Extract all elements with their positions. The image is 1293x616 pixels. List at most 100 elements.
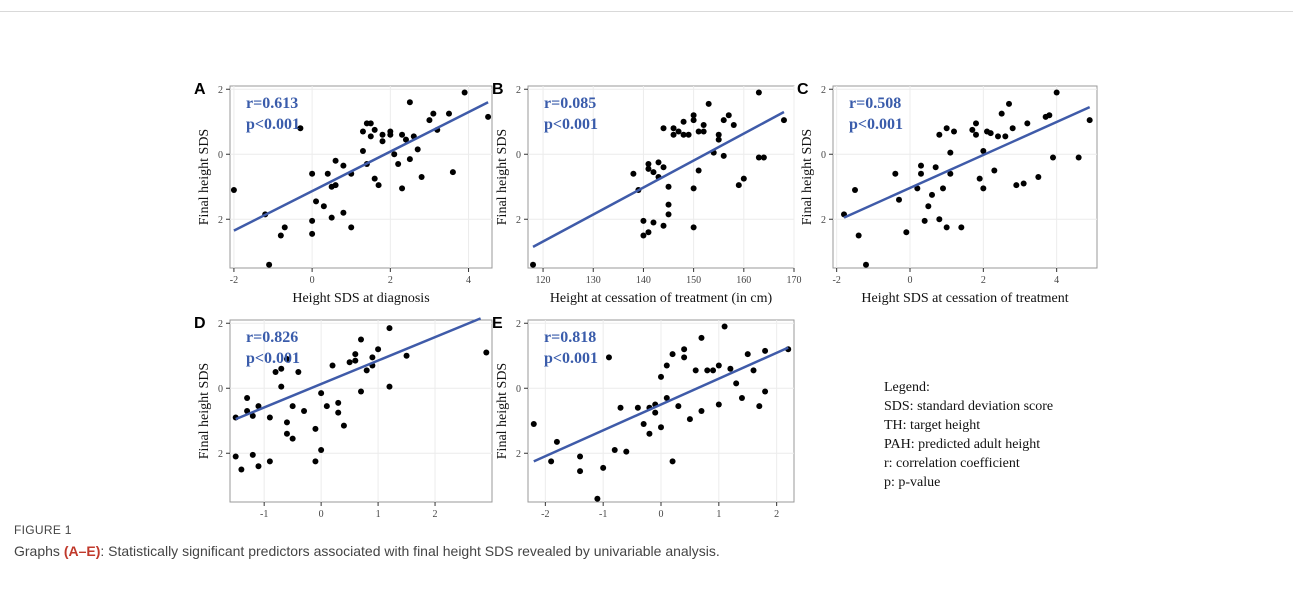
- data-point: [249, 412, 256, 419]
- data-point: [332, 182, 339, 189]
- data-point: [426, 117, 433, 124]
- data-point: [652, 409, 659, 416]
- data-point: [936, 131, 943, 138]
- data-point: [660, 125, 667, 132]
- data-point: [232, 453, 239, 460]
- data-point: [704, 367, 711, 374]
- data-point: [266, 261, 273, 268]
- data-point: [976, 175, 983, 182]
- y-tick-label: 2: [516, 215, 521, 226]
- data-point: [309, 170, 316, 177]
- data-point: [655, 159, 662, 166]
- x-tick-label: 0: [908, 275, 913, 286]
- legend-item-sds: SDS: standard deviation score: [884, 399, 1054, 414]
- data-point: [340, 162, 347, 169]
- data-point: [660, 222, 667, 229]
- data-point: [918, 162, 924, 169]
- data-point: [1035, 174, 1042, 180]
- x-tick-label: 1: [716, 509, 721, 520]
- y-axis-label: Final height SDS: [495, 129, 510, 225]
- data-point: [255, 463, 262, 470]
- data-point: [690, 185, 697, 192]
- data-point: [1009, 125, 1016, 132]
- plot-area-d: [229, 319, 493, 503]
- data-point: [230, 187, 237, 193]
- caption-prefix: Graphs: [14, 543, 64, 559]
- data-point: [387, 128, 394, 135]
- data-point: [991, 167, 998, 174]
- data-point: [367, 133, 374, 140]
- data-point: [1050, 154, 1056, 161]
- data-point: [309, 217, 316, 224]
- data-point: [692, 367, 699, 374]
- data-point: [352, 357, 359, 364]
- data-point: [663, 395, 670, 401]
- data-point: [375, 182, 382, 189]
- data-point: [740, 175, 747, 182]
- data-point: [720, 152, 727, 159]
- data-point: [695, 167, 702, 174]
- x-tick-label: -1: [260, 509, 268, 520]
- data-point: [617, 404, 624, 411]
- data-point: [329, 362, 336, 369]
- y-tick-label: 2: [218, 215, 223, 226]
- data-point: [335, 399, 342, 406]
- x-tick-label: 130: [586, 275, 601, 286]
- data-point: [313, 198, 320, 205]
- legend-item-r: r: correlation coefficient: [884, 456, 1020, 471]
- data-point: [715, 136, 722, 143]
- y-tick-label: 2: [218, 319, 223, 330]
- data-point: [594, 495, 601, 502]
- data-point: [690, 224, 697, 231]
- data-point: [892, 170, 899, 177]
- data-point: [318, 390, 325, 397]
- data-point: [936, 216, 943, 223]
- data-point: [914, 185, 921, 192]
- data-point: [669, 351, 676, 358]
- data-point: [418, 174, 425, 180]
- figure-label: FIGURE 1: [14, 523, 72, 537]
- regression-line: [235, 317, 482, 421]
- y-tick-label: 2: [218, 449, 223, 460]
- data-point: [730, 122, 737, 128]
- x-tick-label: 170: [787, 275, 802, 286]
- data-point: [863, 261, 869, 268]
- data-point: [855, 232, 862, 239]
- data-point: [623, 448, 630, 455]
- data-point: [665, 183, 672, 190]
- data-point: [1086, 117, 1093, 124]
- data-point: [690, 112, 697, 119]
- x-tick-label: -2: [832, 275, 840, 286]
- data-point: [485, 113, 492, 120]
- data-point: [340, 422, 347, 429]
- y-axis-label: Final height SDS: [800, 129, 815, 225]
- data-point: [324, 170, 331, 177]
- data-point: [705, 100, 712, 107]
- y-tick-label: 0: [516, 384, 521, 395]
- data-point: [605, 354, 612, 361]
- data-point: [312, 458, 319, 465]
- caption-rest: : Statistically significant predictors a…: [100, 543, 720, 559]
- x-tick-label: 0: [310, 275, 315, 286]
- data-point: [710, 367, 717, 374]
- data-point: [281, 224, 288, 231]
- data-point: [386, 383, 393, 390]
- data-point: [600, 464, 607, 471]
- data-point: [715, 131, 722, 138]
- p-value: p<0.001: [544, 116, 598, 133]
- data-point: [681, 354, 688, 361]
- p-value: p<0.001: [246, 116, 300, 133]
- data-point: [921, 217, 928, 224]
- data-point: [947, 149, 954, 156]
- data-point: [738, 395, 745, 401]
- data-point: [238, 466, 245, 473]
- data-point: [700, 128, 707, 135]
- data-point: [1013, 182, 1020, 189]
- data-point: [1046, 112, 1053, 119]
- data-point: [640, 421, 647, 427]
- data-point: [660, 164, 667, 171]
- data-point: [658, 373, 664, 380]
- x-axis-label: Height at cessation of treatment (in cm): [550, 291, 773, 306]
- data-point: [375, 346, 382, 353]
- data-point: [553, 438, 560, 445]
